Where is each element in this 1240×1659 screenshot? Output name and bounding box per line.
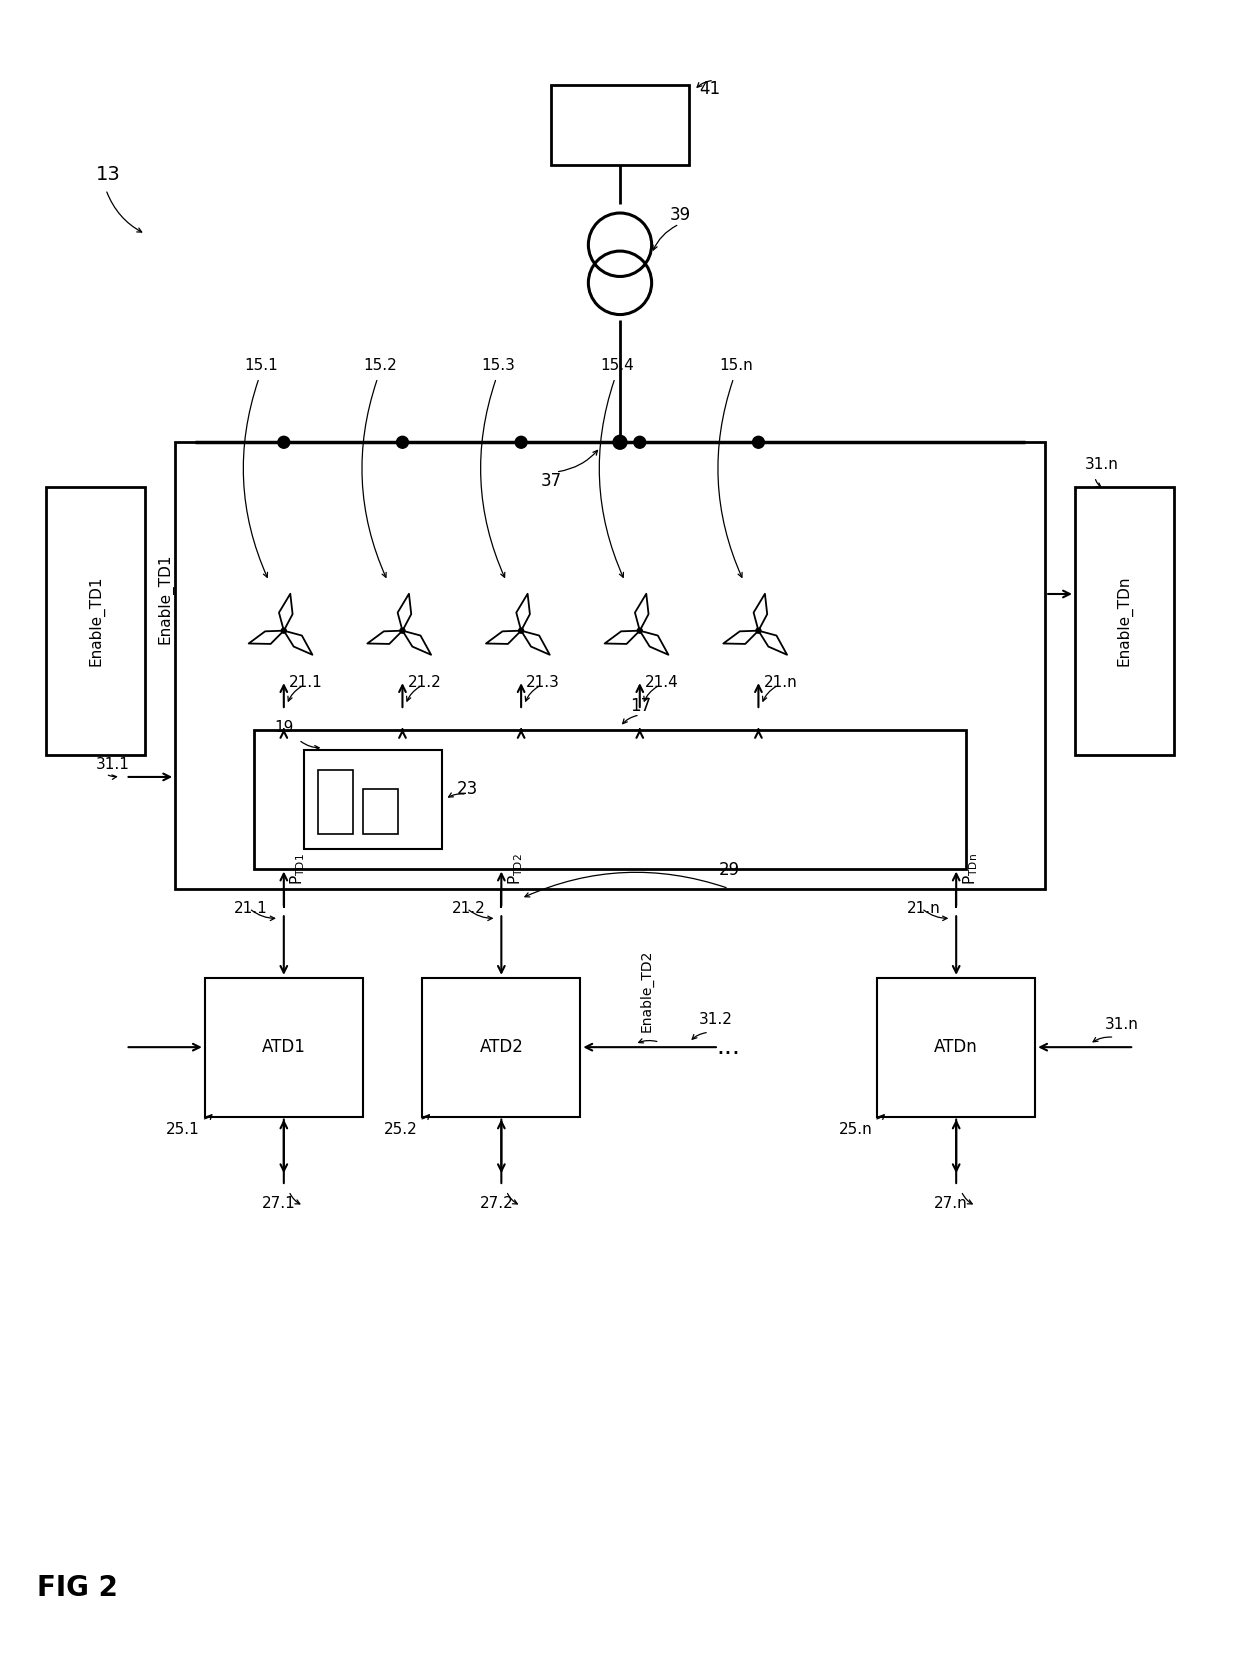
Text: 21.n: 21.n <box>764 675 797 690</box>
Bar <box>551 85 689 164</box>
Text: 23: 23 <box>456 780 479 798</box>
Text: P$_{\mathrm{TD2}}$: P$_{\mathrm{TD2}}$ <box>506 853 525 884</box>
Circle shape <box>753 436 764 448</box>
Text: 15.2: 15.2 <box>363 358 397 373</box>
Text: 21.2: 21.2 <box>408 675 441 690</box>
Text: 37: 37 <box>541 473 562 489</box>
Text: Enable_TD1: Enable_TD1 <box>88 576 104 665</box>
Text: 15.n: 15.n <box>719 358 753 373</box>
Text: ...: ... <box>717 1035 740 1058</box>
Text: 21.1: 21.1 <box>234 901 268 916</box>
Bar <box>254 730 966 869</box>
Bar <box>46 486 145 755</box>
Text: 31.n: 31.n <box>1105 1017 1138 1032</box>
Text: 25.1: 25.1 <box>166 1121 200 1136</box>
Text: ATD2: ATD2 <box>480 1039 523 1057</box>
Bar <box>205 977 363 1117</box>
Text: 41: 41 <box>699 80 720 98</box>
Text: 15.3: 15.3 <box>481 358 516 373</box>
Bar <box>363 790 398 834</box>
Text: 21.n: 21.n <box>906 901 940 916</box>
Text: Enable_TDn: Enable_TDn <box>1116 576 1132 665</box>
Text: P$_{\mathrm{TDn}}$: P$_{\mathrm{TDn}}$ <box>961 853 980 884</box>
Text: 21.2: 21.2 <box>451 901 486 916</box>
Text: Enable_TD2: Enable_TD2 <box>640 951 653 1032</box>
Circle shape <box>518 629 523 634</box>
Bar <box>423 977 580 1117</box>
Bar <box>877 977 1035 1117</box>
Text: 21.3: 21.3 <box>526 675 560 690</box>
Circle shape <box>634 436 646 448</box>
Bar <box>304 750 441 849</box>
Text: 15.4: 15.4 <box>600 358 634 373</box>
Text: 25.n: 25.n <box>838 1121 872 1136</box>
Text: 25.2: 25.2 <box>383 1121 418 1136</box>
Circle shape <box>515 436 527 448</box>
Text: 29: 29 <box>719 861 740 879</box>
Text: ATD1: ATD1 <box>262 1039 306 1057</box>
Text: 13: 13 <box>95 166 120 184</box>
Text: 21.4: 21.4 <box>645 675 678 690</box>
Bar <box>175 443 1045 889</box>
Circle shape <box>281 629 286 634</box>
Text: 21.1: 21.1 <box>289 675 322 690</box>
Text: FIG 2: FIG 2 <box>37 1574 118 1603</box>
Text: 39: 39 <box>670 206 691 224</box>
Circle shape <box>397 436 408 448</box>
Circle shape <box>613 435 627 450</box>
Text: 31.1: 31.1 <box>95 757 130 771</box>
Text: ATDn: ATDn <box>934 1039 978 1057</box>
Text: 27.2: 27.2 <box>480 1196 513 1211</box>
Circle shape <box>756 629 761 634</box>
Circle shape <box>401 629 405 634</box>
Circle shape <box>278 436 290 448</box>
Text: 17: 17 <box>630 697 651 715</box>
Text: 27.1: 27.1 <box>262 1196 295 1211</box>
Bar <box>1075 486 1174 755</box>
Text: P$_{\mathrm{TD1}}$: P$_{\mathrm{TD1}}$ <box>289 853 308 884</box>
Text: 19: 19 <box>274 720 294 735</box>
Text: Enable_TD1: Enable_TD1 <box>157 552 174 644</box>
Circle shape <box>637 629 642 634</box>
Text: 27.n: 27.n <box>935 1196 968 1211</box>
Text: 31.2: 31.2 <box>699 1012 733 1027</box>
Text: 15.1: 15.1 <box>244 358 278 373</box>
Text: 31.n: 31.n <box>1085 456 1118 473</box>
Bar <box>319 770 353 834</box>
